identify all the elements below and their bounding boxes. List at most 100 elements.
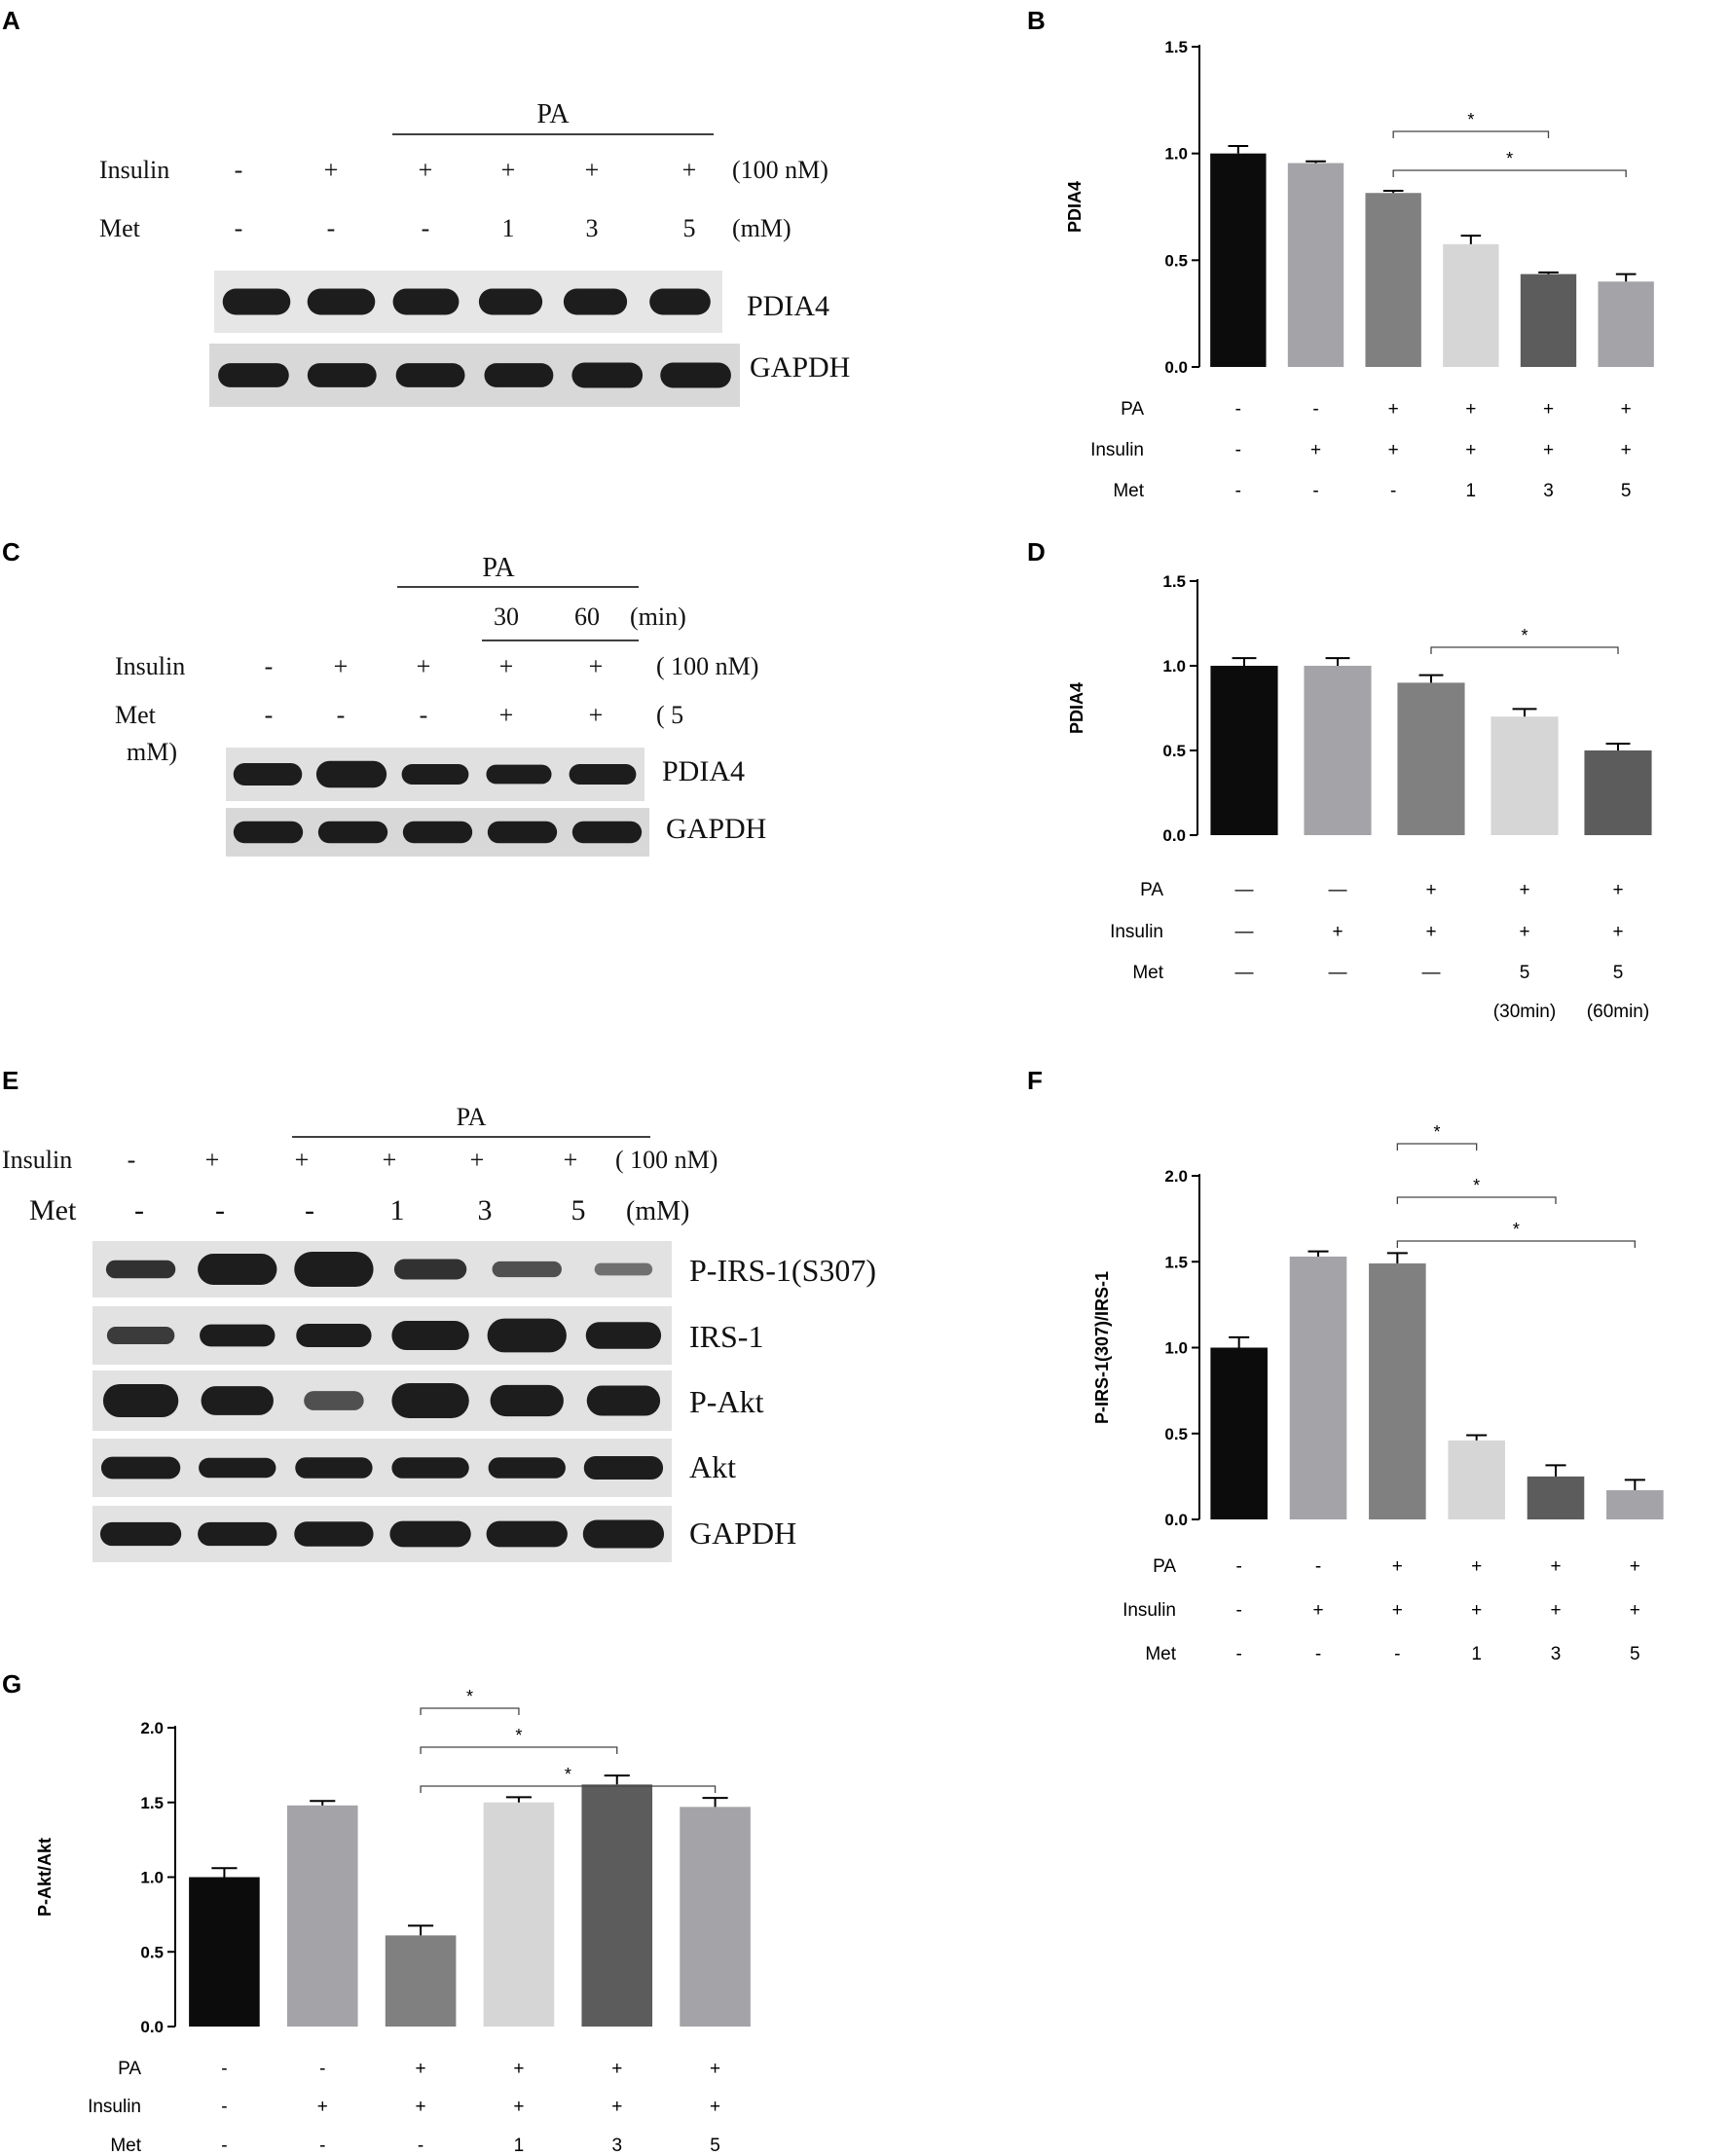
treatment-value: (60min) — [1587, 1002, 1649, 1022]
bar-4 — [1491, 716, 1559, 835]
treatment-value: + — [1630, 1556, 1640, 1577]
lane-value: - — [420, 701, 428, 729]
band-strip-p-irs-1-bg — [92, 1241, 672, 1297]
band-strip-akt — [92, 1439, 672, 1497]
band-lane-4 — [487, 821, 558, 844]
band-lane-5 — [492, 1261, 562, 1278]
band-lane-6 — [583, 1456, 664, 1480]
row-unit: ( 5 — [656, 701, 683, 729]
row-label-met: Met — [29, 1194, 77, 1226]
panel-label-a: A — [2, 6, 20, 35]
bar-6 — [680, 1807, 751, 2027]
treatment-value: - — [1315, 1644, 1321, 1664]
y-tick-label: 0.5 — [1164, 251, 1188, 270]
treatment-value: + — [1471, 1600, 1482, 1621]
y-tick-label: 0.0 — [1162, 826, 1186, 845]
treatment-value: + — [1388, 399, 1399, 420]
band-label-p-akt: P-Akt — [689, 1384, 764, 1419]
treatment-value: - — [1312, 481, 1318, 501]
time-unit: (min) — [630, 603, 686, 631]
treatment-value: - — [1312, 399, 1318, 420]
band-strip-p-akt — [92, 1370, 672, 1431]
treatment-value: + — [710, 2097, 720, 2117]
band-strip-irs-1 — [92, 1306, 672, 1365]
band-strip-gapdh — [92, 1506, 672, 1562]
significance-star: * — [1433, 1122, 1440, 1142]
row-label-insulin: Insulin — [99, 156, 169, 184]
treatment-value: — — [1422, 963, 1441, 983]
lane-value: 3 — [586, 214, 599, 242]
band-strip-gapdh — [226, 808, 649, 857]
treatment-value: + — [1519, 922, 1529, 942]
bar-3 — [385, 1935, 457, 2027]
band-lane-4 — [393, 1259, 467, 1280]
treatment-value: - — [1236, 1644, 1242, 1664]
lane-value: - — [422, 214, 430, 242]
treatment-value: - — [418, 2136, 423, 2156]
band-lane-2 — [201, 1386, 274, 1415]
band-label-irs-1: IRS-1 — [689, 1319, 763, 1354]
significance-bracket — [1396, 1196, 1557, 1204]
treatment-label-insulin: Insulin — [1123, 1600, 1176, 1621]
band-lane-4 — [391, 1321, 469, 1350]
y-tick-label: 0.5 — [140, 1943, 164, 1961]
treatment-label-pa: PA — [1140, 880, 1163, 900]
treatment-value: - — [221, 2059, 227, 2079]
treatment-value: + — [1310, 440, 1321, 460]
treatment-value: + — [1612, 922, 1623, 942]
treatment-value: - — [1235, 440, 1241, 460]
bar-5 — [1584, 750, 1652, 835]
y-axis-label: PDIA4 — [1065, 181, 1085, 233]
y-tick-label: 1.0 — [1164, 1339, 1188, 1358]
band-lane-2 — [307, 288, 376, 315]
band-lane-1 — [100, 1456, 181, 1480]
lane-value: - — [235, 156, 243, 184]
band-strip-pdia4 — [214, 271, 722, 333]
band-lane-2 — [317, 821, 388, 844]
band-lane-4 — [486, 764, 552, 785]
y-axis-label: P-IRS-1(307)/IRS-1 — [1092, 1271, 1112, 1424]
band-lane-2 — [198, 1521, 277, 1547]
lane-value: + — [334, 652, 349, 680]
band-lane-6 — [649, 288, 711, 315]
treatment-value: + — [317, 2097, 328, 2117]
bar-5 — [581, 1784, 653, 2027]
bar-4 — [1443, 243, 1499, 367]
bar-1 — [1210, 153, 1267, 367]
row-label-met: Met — [99, 214, 141, 242]
treatment-value: 3 — [1543, 481, 1554, 501]
band-lane-5 — [569, 764, 637, 785]
row-unit: (100 nM) — [732, 156, 828, 184]
treatment-value: + — [611, 2059, 622, 2079]
y-tick-label: 1.5 — [1164, 1253, 1188, 1271]
y-tick-label: 1.0 — [1162, 657, 1186, 676]
band-lane-3 — [304, 1391, 364, 1410]
treatment-label-met: Met — [1113, 481, 1144, 501]
bar-2 — [1287, 163, 1344, 367]
y-tick-label: 0.0 — [1164, 358, 1188, 377]
treatment-value: - — [1390, 481, 1396, 501]
treatment-value: + — [513, 2097, 524, 2117]
lane-value: + — [682, 156, 697, 184]
treatment-value: + — [1550, 1556, 1561, 1577]
band-lane-3 — [402, 821, 473, 844]
treatment-value: + — [1543, 440, 1554, 460]
lane-value: + — [295, 1146, 310, 1174]
bar-6 — [1606, 1489, 1664, 1519]
lane-value: 1 — [390, 1194, 405, 1226]
treatment-value: - — [1236, 1600, 1242, 1621]
band-lane-4 — [478, 288, 543, 315]
treatment-value: + — [513, 2059, 524, 2079]
band-lane-4 — [484, 363, 554, 387]
time-value: 60 — [574, 603, 600, 631]
lane-value: + — [470, 1146, 485, 1174]
band-lane-5 — [488, 1457, 566, 1479]
treatment-value: + — [1543, 399, 1554, 420]
lane-value: + — [383, 1146, 397, 1174]
significance-bracket — [1396, 1143, 1478, 1151]
treatment-label-met: Met — [1132, 963, 1163, 983]
treatment-value: + — [1312, 1600, 1323, 1621]
y-tick-label: 0.0 — [140, 2018, 164, 2036]
treatment-value: 3 — [611, 2136, 622, 2156]
band-lane-2 — [198, 1254, 277, 1285]
